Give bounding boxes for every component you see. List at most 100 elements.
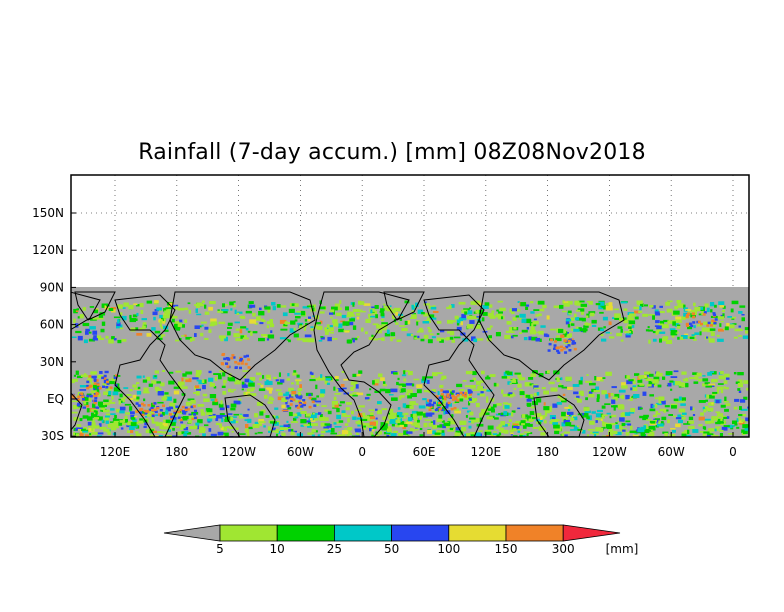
rain-cell [724,373,730,378]
rain-cell [370,426,374,430]
rain-cell [507,403,512,407]
rain-cell [369,421,377,426]
rain-cell [590,431,594,435]
rain-cell [609,336,614,339]
rain-cell [741,317,745,322]
rain-cell [401,374,407,377]
rain-cell [429,333,434,336]
heavy-rain-cell [563,339,567,342]
rain-cell [393,307,401,312]
rain-cell [170,419,177,424]
rain-cell [321,405,327,407]
rain-cell [576,425,580,428]
rain-cell [369,388,372,391]
rain-cell [352,394,358,397]
rain-cell [386,307,392,312]
rain-cell [511,382,518,384]
heavy-rain-cell [286,405,290,408]
rain-cell [210,433,217,437]
rain-cell [261,318,265,322]
rain-cell [741,314,745,316]
rain-cell [588,311,596,314]
heavy-rain-cell [77,398,81,401]
rain-cell [722,305,726,309]
rain-cell [169,402,176,407]
rain-cell [600,333,604,337]
rain-cell [567,323,571,328]
rain-cell [532,370,538,374]
rain-cell [381,423,388,428]
rain-cell [526,398,532,402]
rain-cell [462,407,468,409]
rain-cell [110,408,115,411]
rain-cell [283,393,288,397]
rain-cell [594,434,597,437]
rain-cell [267,308,271,313]
rain-cell [427,430,434,434]
rain-cell [146,300,153,304]
heavy-rain-cell [179,408,183,412]
rain-cell [134,431,139,434]
heavy-rain-cell [289,403,293,406]
heavy-rain-cell [169,413,172,416]
rain-cell [455,392,460,395]
rain-cell [591,324,597,327]
rain-cell [327,430,333,433]
rain-cell [97,392,101,397]
rain-cell [414,429,419,431]
heavy-rain-cell [81,395,85,398]
rain-cell [640,431,645,437]
rain-cell [520,420,526,424]
heavy-rain-cell [167,408,171,412]
rain-cell [239,329,243,334]
rain-cell [410,427,414,431]
rain-cell [586,300,593,303]
rain-cell [222,372,226,377]
rain-cell [360,418,368,421]
rain-cell [82,396,89,401]
rain-cell [563,329,567,334]
rain-cell [326,324,330,328]
heavy-rain-cell [459,391,463,395]
rain-cell [288,308,295,313]
rain-cell [224,420,229,422]
rain-cell [573,425,579,430]
heavy-rain-cell [143,409,147,413]
rain-cell [346,433,350,437]
rain-cell [613,405,620,408]
rain-cell [486,375,489,379]
rain-cell [505,330,512,333]
rain-cell [626,375,631,379]
colorbar-label: 10 [270,542,285,556]
rain-cell [656,325,662,330]
rain-cell [711,378,718,383]
rain-cell [709,420,715,424]
rain-cell [709,371,714,373]
rain-cell [556,401,562,405]
rain-cell [388,412,391,416]
rain-cell [498,311,503,314]
colorbar-bin [333,524,392,542]
rain-cell [390,412,397,416]
rain-cell [233,334,241,337]
rain-cell [413,378,420,381]
rain-cell [307,338,315,343]
rain-cell [194,325,200,329]
heavy-rain-cell [230,356,234,360]
rain-cell [341,314,347,319]
rain-cell [234,381,241,385]
rain-cell [665,301,671,306]
rain-cell [196,379,201,382]
heavy-rain-cell [555,346,559,350]
rain-cell [130,416,136,420]
rain-cell [204,424,209,427]
rain-cell [332,319,338,324]
rain-cell [417,419,420,423]
rain-cell [471,316,478,319]
rain-cell [247,392,252,397]
rain-cell [180,424,186,429]
rain-cell [271,430,277,433]
rain-cell [678,408,686,413]
rain-cell [561,433,564,436]
rain-cell [708,428,715,432]
